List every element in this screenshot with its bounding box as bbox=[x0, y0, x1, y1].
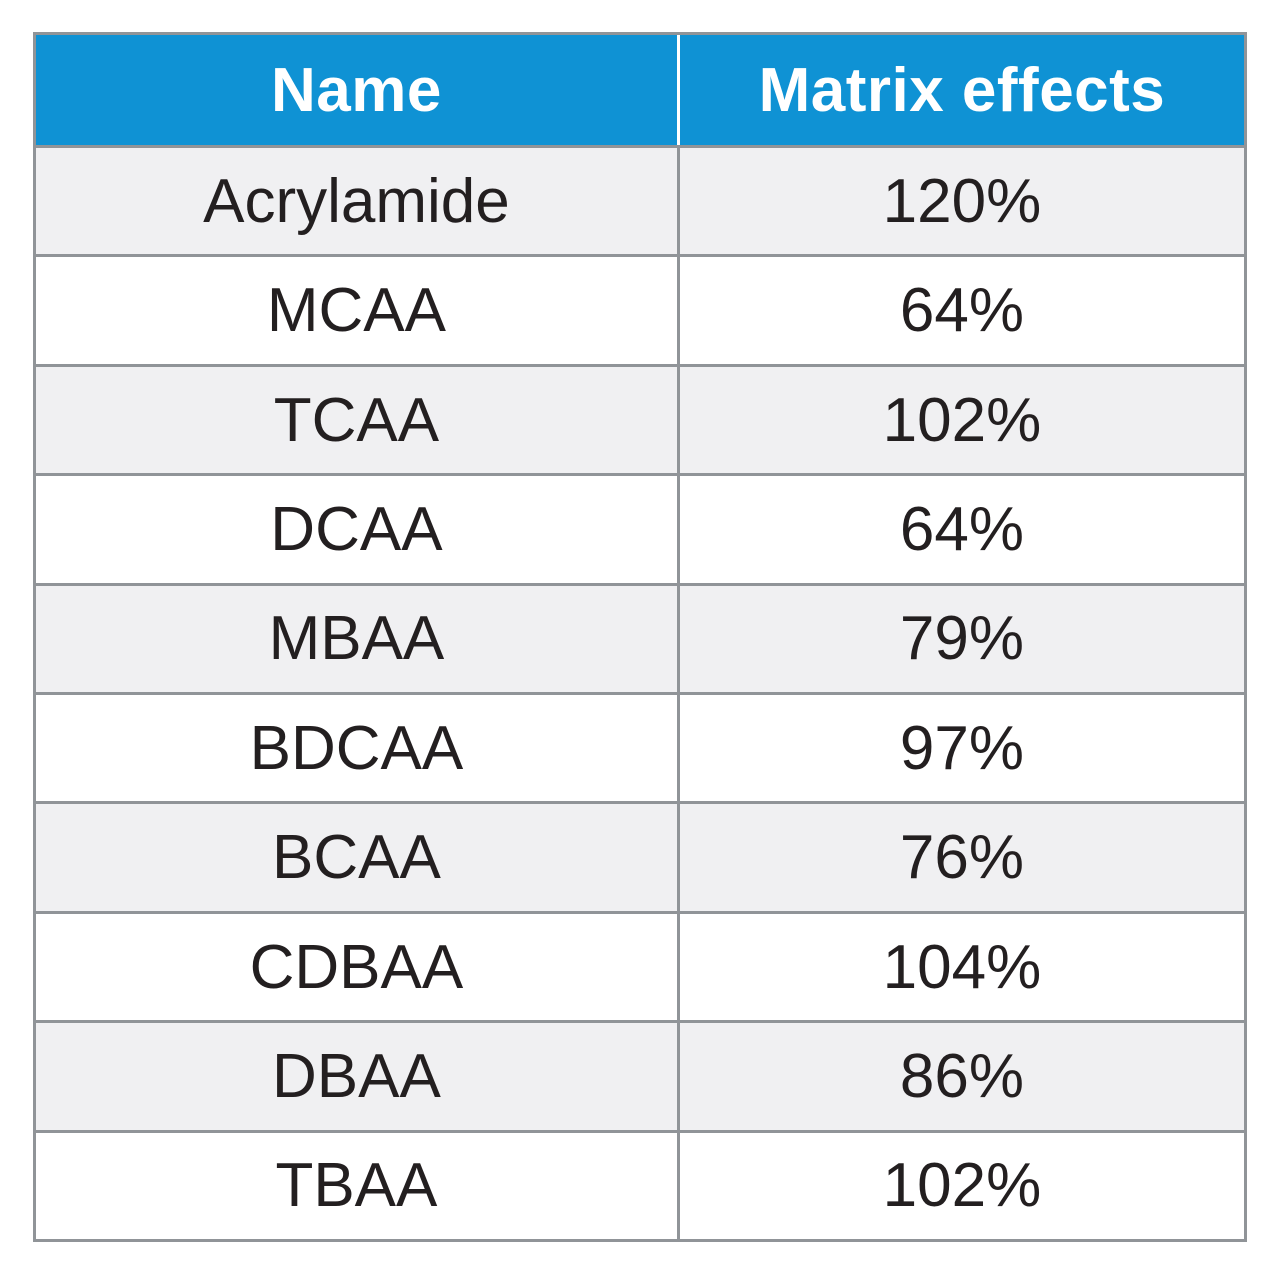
table-row: BCAA 76% bbox=[36, 801, 1244, 911]
value-cell: 102% bbox=[882, 385, 1042, 455]
table-row: DCAA 64% bbox=[36, 473, 1244, 583]
table-row: TBAA 102% bbox=[36, 1129, 1244, 1240]
table-row: BDCAA 97% bbox=[36, 692, 1244, 802]
value-cell: 79% bbox=[899, 604, 1024, 674]
name-cell: DBAA bbox=[36, 1023, 680, 1130]
table-row: Acrylamide 120% bbox=[36, 145, 1244, 255]
column-header-matrix-effects: Matrix effects bbox=[758, 55, 1166, 125]
matrix-effects-table: Name Matrix effects Acrylamide 120% MCAA… bbox=[33, 32, 1247, 1242]
name-cell: CDBAA bbox=[36, 913, 680, 1021]
name-cell: BCAA bbox=[36, 804, 680, 911]
table-row: TCAA 102% bbox=[36, 363, 1244, 474]
name-cell: BDCAA bbox=[36, 695, 680, 802]
value-cell: 64% bbox=[899, 494, 1024, 564]
value-cell: 104% bbox=[882, 932, 1042, 1002]
table-row: DBAA 86% bbox=[36, 1020, 1244, 1130]
value-cell: 120% bbox=[882, 166, 1042, 236]
name-cell: TCAA bbox=[36, 366, 680, 474]
value-cell: 76% bbox=[899, 823, 1024, 893]
value-cell: 102% bbox=[882, 1151, 1042, 1221]
table-row: CDBAA 104% bbox=[36, 910, 1244, 1021]
table-header-row: Name Matrix effects bbox=[36, 35, 1244, 145]
name-cell: MCAA bbox=[36, 257, 680, 364]
table-row: MBAA 79% bbox=[36, 582, 1244, 693]
name-cell: Acrylamide bbox=[36, 148, 680, 255]
table-row: MCAA 64% bbox=[36, 254, 1244, 364]
name-cell: MBAA bbox=[36, 585, 680, 693]
column-header-name: Name bbox=[36, 35, 680, 145]
value-cell: 86% bbox=[899, 1041, 1024, 1111]
value-cell: 64% bbox=[899, 276, 1024, 346]
table-body: Acrylamide 120% MCAA 64% TCAA 102% DCAA … bbox=[36, 145, 1244, 1240]
name-cell: DCAA bbox=[36, 476, 680, 583]
name-cell: TBAA bbox=[36, 1132, 680, 1240]
value-cell: 97% bbox=[899, 713, 1024, 783]
